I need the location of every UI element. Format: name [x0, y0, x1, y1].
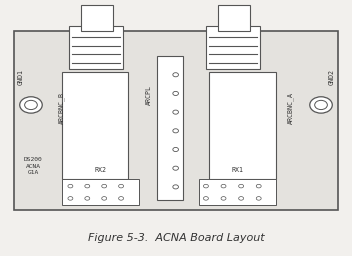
Circle shape	[173, 185, 178, 189]
Bar	[62, 179, 139, 205]
Bar	[157, 56, 183, 200]
Bar	[218, 5, 250, 31]
Bar	[62, 72, 128, 179]
Circle shape	[20, 97, 42, 113]
Text: DS200
ACNA
G1A: DS200 ACNA G1A	[24, 157, 43, 176]
Circle shape	[173, 147, 178, 152]
Circle shape	[256, 184, 261, 188]
Circle shape	[203, 184, 208, 188]
Circle shape	[85, 197, 90, 200]
Text: ARCBNC_A: ARCBNC_A	[287, 91, 294, 123]
Bar	[14, 31, 338, 210]
Circle shape	[221, 184, 226, 188]
Text: RX2: RX2	[94, 167, 106, 173]
Circle shape	[25, 100, 37, 110]
Circle shape	[239, 197, 244, 200]
Text: ARCBNC_B: ARCBNC_B	[58, 91, 65, 123]
Text: GND2: GND2	[328, 69, 335, 85]
Circle shape	[119, 197, 124, 200]
Text: ARCPL: ARCPL	[146, 85, 152, 105]
Bar	[81, 5, 113, 31]
Circle shape	[239, 184, 244, 188]
Circle shape	[102, 197, 107, 200]
Circle shape	[173, 91, 178, 95]
Bar	[206, 26, 260, 69]
Circle shape	[173, 110, 178, 114]
Circle shape	[173, 129, 178, 133]
Circle shape	[221, 197, 226, 200]
Circle shape	[68, 197, 73, 200]
Text: Figure 5-3.  ACNA Board Layout: Figure 5-3. ACNA Board Layout	[88, 233, 264, 243]
Bar	[209, 72, 276, 179]
Bar	[69, 26, 123, 69]
Circle shape	[173, 73, 178, 77]
Circle shape	[203, 197, 208, 200]
Circle shape	[102, 184, 107, 188]
Circle shape	[68, 184, 73, 188]
Circle shape	[173, 166, 178, 170]
Text: RX1: RX1	[232, 167, 244, 173]
Circle shape	[315, 100, 327, 110]
Circle shape	[119, 184, 124, 188]
Bar	[199, 179, 276, 205]
Circle shape	[310, 97, 332, 113]
Circle shape	[85, 184, 90, 188]
Text: GND1: GND1	[17, 69, 24, 85]
Circle shape	[256, 197, 261, 200]
